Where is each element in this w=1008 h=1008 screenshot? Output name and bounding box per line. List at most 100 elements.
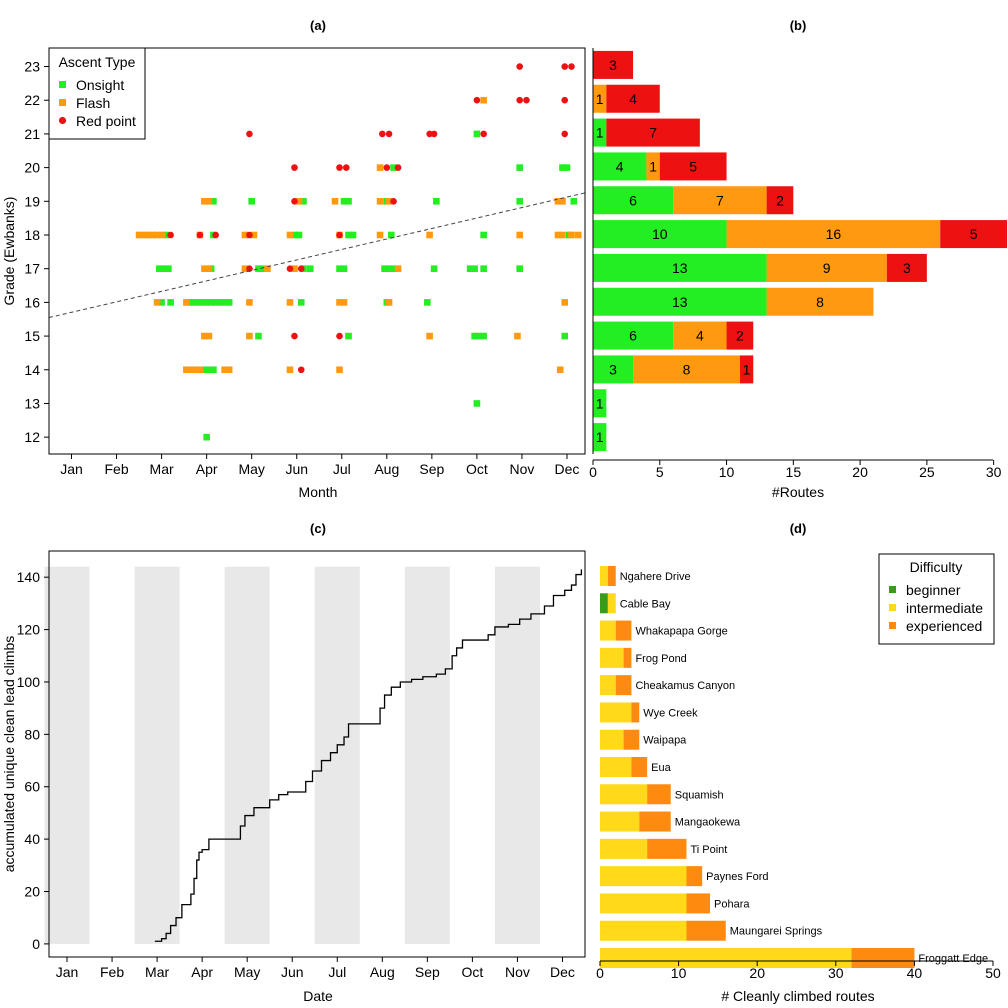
point-red-point-0 <box>167 231 174 239</box>
point-flash-51 <box>559 231 566 239</box>
bar-14-red-point <box>739 355 754 384</box>
bar-20-red-point <box>659 152 727 181</box>
x-tick-label-jul: Jul <box>333 461 351 477</box>
point-flash-37 <box>376 164 384 171</box>
panel-b-x-ticks: 0 5 10 15 20 25 30 <box>589 460 1002 480</box>
bar-frog-pond-intermediate <box>600 647 624 668</box>
panel-a-frame <box>48 47 586 455</box>
point-red-point-12 <box>336 164 343 171</box>
x-tick-label-feb: Feb <box>105 461 129 477</box>
bar-15-red-point <box>726 321 754 350</box>
point-red-point-31 <box>561 130 569 138</box>
point-onsight-17 <box>205 366 213 374</box>
bar-froggatt-edge-experienced <box>851 948 915 968</box>
point-flash-36 <box>336 366 343 374</box>
point-flash-2 <box>144 231 152 239</box>
bar-squamish-experienced <box>647 784 671 805</box>
point-red-point-2 <box>212 231 219 239</box>
point-onsight-5 <box>167 299 174 306</box>
point-red-point-11 <box>291 332 298 340</box>
point-red-point-14 <box>336 231 343 239</box>
b-x-tick-label-5: 5 <box>656 464 664 480</box>
b-x-tick-label-25: 25 <box>919 464 935 480</box>
category-label-squamish: Squamish <box>675 789 724 801</box>
bar-label-16-onsight: 13 <box>672 294 688 310</box>
point-onsight-12 <box>212 299 219 306</box>
point-onsight-52 <box>471 332 478 340</box>
panel-d-title: (d) <box>790 521 807 536</box>
point-onsight-46 <box>388 231 395 239</box>
panel-c-y-label: accumulated unique clean lead climbs <box>1 636 17 873</box>
bar-cable-bay-beginner <box>600 593 608 614</box>
point-onsight-29 <box>297 299 305 306</box>
point-flash-47 <box>514 332 521 340</box>
point-flash-52 <box>568 231 575 239</box>
legend-flash-label: Flash <box>76 95 110 111</box>
c-y-tick-label-100: 100 <box>17 674 41 690</box>
bar-waipapa-experienced <box>623 729 640 750</box>
point-flash-23 <box>241 265 249 272</box>
point-flash-38 <box>376 198 384 205</box>
point-onsight-54 <box>480 332 487 340</box>
category-label-frog-pond: Frog Pond <box>635 653 686 665</box>
legend-flash-swatch <box>59 99 66 106</box>
point-onsight-37 <box>345 231 352 239</box>
bar-whakapapa-gorge-experienced <box>615 620 632 641</box>
point-onsight-59 <box>516 164 523 171</box>
bar-ti-point-intermediate <box>600 838 648 859</box>
point-red-point-16 <box>379 130 386 138</box>
c-x-tick-label-oct: Oct <box>462 964 484 980</box>
bar-19-onsight <box>593 186 674 215</box>
trend-line <box>48 192 586 319</box>
y-tick-label-16: 16 <box>24 294 40 310</box>
point-red-point-10 <box>297 366 305 374</box>
category-label-paynes-ford: Paynes Ford <box>706 871 768 883</box>
point-flash-15 <box>201 198 208 205</box>
panel-c-y-ticks: 0 20 40 60 80 100 120 140 <box>17 569 49 952</box>
point-red-point-27 <box>523 96 530 104</box>
bar-label-15-onsight: 6 <box>629 328 637 344</box>
bar-13-onsight <box>593 389 607 418</box>
c-x-tick-label-sep: Sep <box>415 964 440 980</box>
point-onsight-64 <box>570 198 578 205</box>
point-onsight-53 <box>475 332 483 340</box>
c-x-tick-label-jan: Jan <box>56 964 79 980</box>
point-onsight-4 <box>158 299 165 306</box>
x-tick-label-may: May <box>238 461 264 477</box>
point-flash-40 <box>385 198 393 205</box>
c-x-tick-label-may: May <box>234 964 260 980</box>
point-flash-3 <box>149 231 156 239</box>
category-label-cable-bay: Cable Bay <box>620 598 671 610</box>
point-onsight-33 <box>336 265 343 272</box>
bar-label-17-onsight: 13 <box>672 260 688 276</box>
legend-d: Difficulty beginner intermediate experie… <box>878 553 995 645</box>
c-y-tick-label-20: 20 <box>24 884 40 900</box>
point-flash-7 <box>183 299 190 306</box>
b-x-tick-label-30: 30 <box>986 464 1002 480</box>
point-flash-29 <box>286 366 294 374</box>
point-flash-10 <box>187 366 195 374</box>
panel-d: (d) Ngahere Drive Cable Bay Whakapapa Gorg… <box>596 521 1001 1004</box>
c-x-tick-label-mar: Mar <box>145 964 169 980</box>
point-flash-31 <box>295 198 303 205</box>
category-label-eua: Eua <box>651 762 671 774</box>
point-flash-1 <box>140 231 147 239</box>
panel-a-title: (a) <box>310 18 326 33</box>
c-y-tick-label-40: 40 <box>24 831 40 847</box>
point-red-point-29 <box>568 63 575 70</box>
point-flash-32 <box>331 198 339 205</box>
point-flash-16 <box>205 198 213 205</box>
bar-label-21-onsight: 1 <box>596 125 604 141</box>
point-onsight-38 <box>349 231 357 239</box>
point-flash-9 <box>183 366 190 374</box>
point-onsight-44 <box>390 164 397 171</box>
y-tick-label-13: 13 <box>24 395 40 411</box>
point-flash-42 <box>385 299 393 306</box>
shade-nov <box>494 566 540 944</box>
point-flash-17 <box>201 265 208 272</box>
point-flash-28 <box>286 299 294 306</box>
legend-intermediate-label: intermediate <box>906 600 983 616</box>
panel-a-x-label: Month <box>299 484 338 500</box>
bar-15-onsight <box>593 321 674 350</box>
